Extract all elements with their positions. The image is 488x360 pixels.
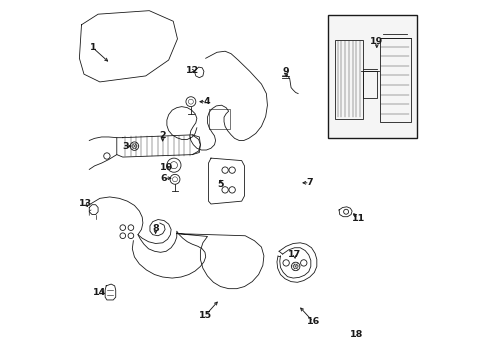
- Text: 1: 1: [89, 43, 96, 52]
- Text: 17: 17: [287, 250, 301, 259]
- Text: 3: 3: [122, 141, 128, 150]
- Text: 11: 11: [351, 213, 364, 222]
- Text: 5: 5: [217, 180, 224, 189]
- Text: 16: 16: [306, 317, 319, 326]
- Text: 4: 4: [203, 97, 209, 106]
- Text: 14: 14: [93, 288, 106, 297]
- Text: 19: 19: [369, 37, 383, 46]
- Bar: [362, 71, 376, 98]
- Bar: [379, 38, 410, 122]
- Text: 7: 7: [306, 178, 312, 187]
- Text: 13: 13: [78, 199, 91, 208]
- Text: 12: 12: [185, 66, 199, 75]
- Text: 2: 2: [159, 131, 165, 140]
- Bar: [328, 15, 417, 138]
- Text: 6: 6: [161, 174, 167, 183]
- Bar: [334, 40, 362, 119]
- Text: 9: 9: [282, 67, 289, 76]
- Text: 8: 8: [152, 224, 159, 233]
- Text: 10: 10: [159, 163, 172, 172]
- Text: 18: 18: [349, 330, 363, 339]
- Text: 15: 15: [198, 311, 211, 320]
- Bar: [209, 109, 229, 129]
